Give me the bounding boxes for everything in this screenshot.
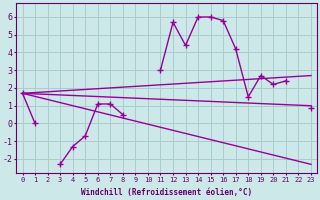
X-axis label: Windchill (Refroidissement éolien,°C): Windchill (Refroidissement éolien,°C)	[81, 188, 252, 197]
